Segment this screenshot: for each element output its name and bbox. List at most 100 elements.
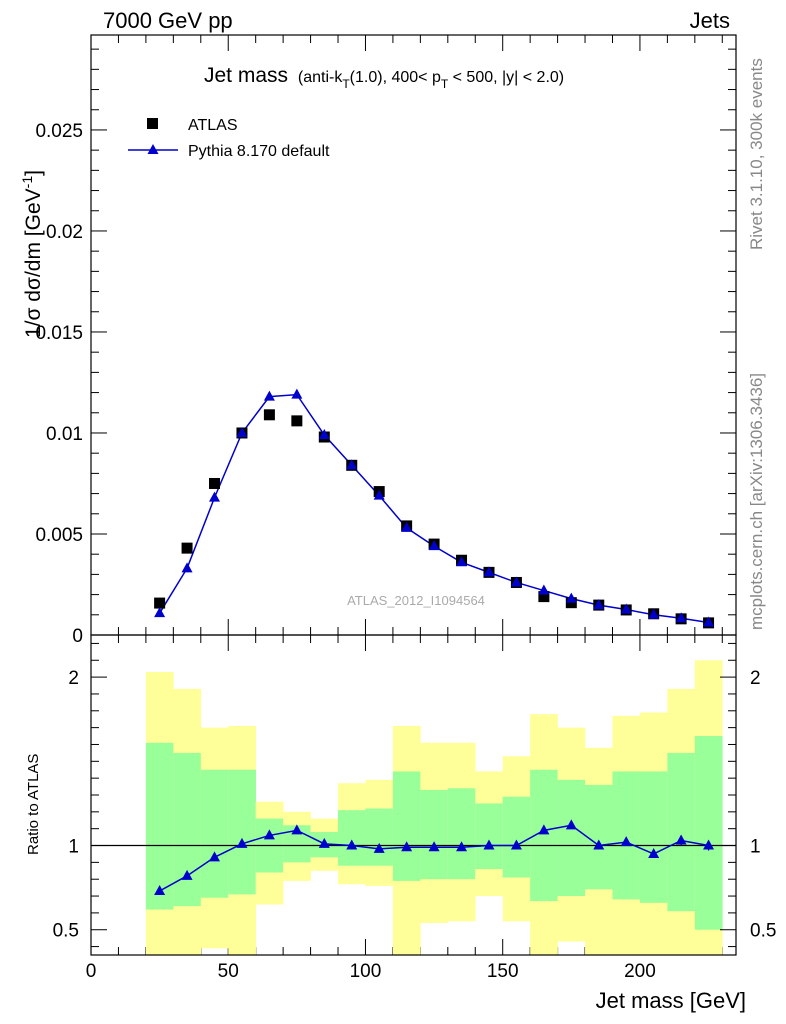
ratio-point — [346, 839, 358, 850]
ratio-panel-marks — [91, 819, 736, 895]
pythia-point — [593, 599, 605, 610]
mcplots-label: mcplots.cern.ch [arXiv:1306.3436] — [747, 373, 766, 630]
ratio-point — [318, 837, 330, 848]
ratio-band-green — [502, 796, 531, 878]
atlas-point — [263, 409, 275, 421]
rivet-version-label: Rivet 3.1.10, 300k events — [747, 58, 766, 250]
ratio-band-green — [392, 771, 421, 881]
ratio-band-green — [612, 771, 641, 900]
ratio-band-green — [585, 784, 613, 890]
header-left-label: 7000 GeV pp — [103, 8, 233, 33]
title-end: < 500, |y| < 2.0) — [448, 69, 564, 86]
header-right-label: Jets — [690, 8, 730, 33]
main-ylabel-end: ] — [22, 170, 45, 176]
ratio-y-tick-label-right: 2 — [750, 668, 761, 689]
pythia-point — [373, 489, 385, 500]
ratio-y-tick-label: 0.5 — [53, 921, 79, 942]
ratio-panel-axes: 0 50 100 150 200 0.5 0.5 1 1 2 2 — [53, 634, 776, 982]
atlas-point — [565, 597, 577, 609]
legend-pythia-marker — [147, 144, 159, 154]
pythia-point — [456, 556, 468, 567]
pythia-point — [209, 491, 221, 502]
ratio-point — [181, 869, 193, 880]
x-tick-label: 100 — [350, 961, 382, 982]
ratio-band-green — [228, 769, 256, 895]
legend: ATLAS Pythia 8.170 default — [128, 117, 330, 160]
main-y-tick-label: 0.005 — [35, 525, 83, 546]
pythia-point — [263, 390, 275, 401]
pythia-point — [346, 459, 358, 470]
ratio-point — [483, 839, 495, 850]
ratio-band-green — [338, 810, 366, 866]
ratio-band-green — [365, 808, 394, 866]
pythia-point — [401, 521, 413, 532]
ratio-y-tick-label: 2 — [68, 668, 79, 689]
main-ylabel-text: 1/σ dσ/dm [GeV — [22, 188, 45, 338]
pythia-point — [154, 607, 166, 618]
title-sub-2: T — [441, 77, 449, 91]
pythia-point — [675, 612, 687, 623]
ratio-band-green — [639, 771, 668, 903]
main-y-tick-label: 0.025 — [35, 121, 83, 142]
pythia-point — [318, 429, 330, 439]
ratio-point — [510, 839, 522, 850]
pythia-point — [483, 566, 495, 577]
ratio-y-tick-label: 1 — [68, 837, 79, 858]
main-y-tick-label: 0.02 — [46, 222, 83, 243]
title-mid: (1.0), 400< p — [350, 69, 441, 86]
ratio-band-green — [420, 789, 449, 880]
legend-atlas-marker — [147, 118, 158, 129]
title-main: Jet mass — [204, 64, 288, 87]
ratio-band-green — [667, 752, 696, 912]
ratio-point — [401, 841, 413, 852]
ratio-point — [154, 885, 166, 895]
main-panel-marks — [154, 388, 715, 629]
pythia-point — [236, 426, 248, 437]
ratio-band-green — [694, 736, 723, 930]
pythia-point — [428, 540, 440, 551]
pythia-point — [291, 388, 303, 399]
analysis-watermark: ATLAS_2012_I1094564 — [347, 593, 485, 608]
pythia-point — [703, 616, 715, 627]
ratio-band-green — [200, 769, 229, 898]
ratio-point — [236, 837, 248, 848]
main-y-tick-label: 0.01 — [46, 424, 83, 445]
ratio-band-green — [173, 752, 202, 907]
pythia-point — [181, 562, 193, 573]
x-tick-label: 0 — [86, 961, 97, 982]
ratio-point — [593, 839, 605, 850]
ratio-point — [675, 834, 687, 845]
ratio-point — [209, 851, 221, 862]
ratio-point — [703, 839, 715, 850]
ratio-band-green — [557, 779, 586, 897]
title-sub-1: T — [342, 77, 350, 91]
main-ylabel: 1/σ dσ/dm [GeV-1] — [19, 170, 45, 338]
x-axis-label: Jet mass [GeV] — [596, 988, 746, 1013]
legend-pythia-label: Pythia 8.170 default — [188, 143, 330, 160]
pythia-point — [620, 603, 632, 614]
x-tick-label: 200 — [624, 961, 656, 982]
ratio-point — [291, 824, 303, 835]
atlas-point — [181, 542, 193, 554]
atlas-point — [154, 597, 166, 609]
main-y-tick-label: 0.015 — [35, 323, 83, 344]
ratio-ylabel: Ratio to ATLAS — [25, 754, 42, 855]
x-tick-label: 150 — [487, 961, 519, 982]
legend-atlas-label: ATLAS — [188, 117, 238, 134]
ratio-y-tick-label-right: 0.5 — [750, 921, 776, 942]
ratio-point — [263, 829, 275, 840]
pythia-point — [648, 608, 660, 619]
ratio-point — [373, 842, 385, 853]
atlas-point — [538, 591, 550, 603]
ratio-point — [648, 847, 660, 858]
ratio-point — [456, 841, 468, 852]
pythia-point — [510, 576, 522, 587]
atlas-point — [291, 415, 303, 427]
pythia-point — [565, 592, 577, 603]
ratio-point — [538, 824, 550, 835]
chart-title: Jet mass (anti-kT(1.0), 400< pT < 500, |… — [204, 64, 564, 91]
ratio-band-green — [145, 742, 174, 910]
title-rest: (anti-k — [298, 69, 343, 86]
pythia-point — [538, 584, 550, 595]
